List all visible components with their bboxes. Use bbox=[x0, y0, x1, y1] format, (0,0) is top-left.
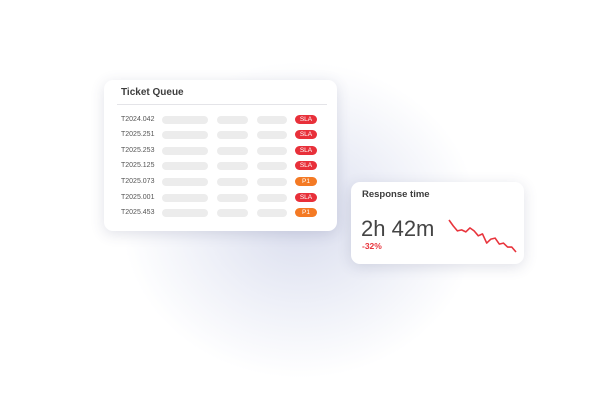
placeholder-bar bbox=[217, 147, 248, 155]
ticket-id: T2025.453 bbox=[121, 209, 155, 216]
placeholder-bar bbox=[257, 209, 287, 217]
response-time-value: 2h 42m bbox=[361, 216, 435, 241]
priority-badge: P1 bbox=[295, 177, 317, 186]
placeholder-bar bbox=[257, 194, 287, 202]
priority-badge: P1 bbox=[295, 208, 317, 217]
response-time-title: Response time bbox=[362, 189, 430, 200]
placeholder-bar bbox=[162, 209, 208, 217]
placeholder-bar bbox=[162, 194, 208, 202]
placeholder-bar bbox=[217, 194, 248, 202]
placeholder-bar bbox=[257, 162, 287, 170]
placeholder-bar bbox=[257, 178, 287, 186]
response-time-sparkline bbox=[448, 219, 517, 253]
placeholder-bar bbox=[217, 116, 248, 124]
ticket-id: T2025.125 bbox=[121, 162, 155, 169]
ticket-row[interactable]: T2025.125 SLA bbox=[104, 161, 337, 171]
placeholder-bar bbox=[162, 147, 208, 155]
sla-badge: SLA bbox=[295, 146, 317, 155]
ticket-row[interactable]: T2025.073 P1 bbox=[104, 177, 337, 187]
sla-badge: SLA bbox=[295, 115, 317, 124]
divider bbox=[117, 104, 327, 105]
placeholder-bar bbox=[217, 178, 248, 186]
response-time-card: Response time 2h 42m -32% bbox=[351, 182, 524, 264]
response-time-change: -32% bbox=[362, 241, 382, 251]
placeholder-bar bbox=[257, 131, 287, 139]
placeholder-bar bbox=[162, 178, 208, 186]
placeholder-bar bbox=[162, 162, 208, 170]
placeholder-bar bbox=[217, 131, 248, 139]
placeholder-bar bbox=[217, 162, 248, 170]
placeholder-bar bbox=[162, 131, 208, 139]
placeholder-bar bbox=[257, 116, 287, 124]
ticket-queue-card: Ticket Queue T2024.042 SLA T2025.251 SLA T… bbox=[104, 80, 337, 231]
ticket-id: T2024.042 bbox=[121, 116, 155, 123]
ticket-queue-title: Ticket Queue bbox=[121, 87, 184, 98]
ticket-row[interactable]: T2025.251 SLA bbox=[104, 130, 337, 140]
ticket-id: T2025.073 bbox=[121, 178, 155, 185]
placeholder-bar bbox=[162, 116, 208, 124]
placeholder-bar bbox=[217, 209, 248, 217]
ticket-row[interactable]: T2024.042 SLA bbox=[104, 115, 337, 125]
sla-badge: SLA bbox=[295, 130, 317, 139]
ticket-id: T2025.251 bbox=[121, 131, 155, 138]
placeholder-bar bbox=[257, 147, 287, 155]
sla-badge: SLA bbox=[295, 161, 317, 170]
ticket-id: T2025.001 bbox=[121, 194, 155, 201]
ticket-row[interactable]: T2025.001 SLA bbox=[104, 193, 337, 203]
ticket-row[interactable]: T2025.253 SLA bbox=[104, 146, 337, 156]
ticket-id: T2025.253 bbox=[121, 147, 155, 154]
sla-badge: SLA bbox=[295, 193, 317, 202]
ticket-row[interactable]: T2025.453 P1 bbox=[104, 208, 337, 218]
sparkline-line bbox=[448, 219, 517, 253]
